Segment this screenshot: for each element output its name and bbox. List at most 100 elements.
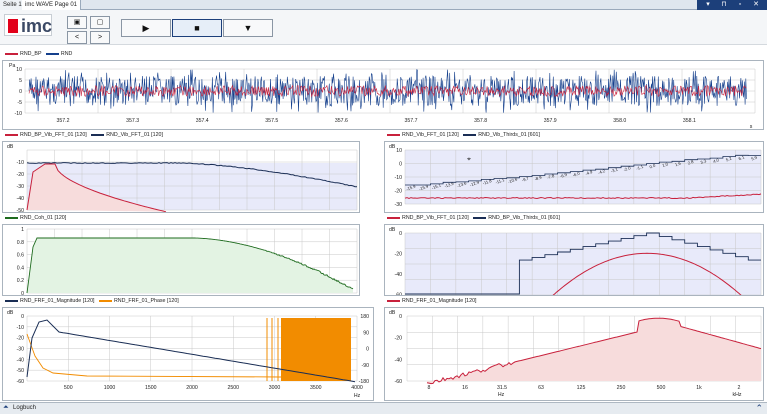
y-axis-label: dB — [389, 144, 396, 150]
window-button[interactable]: ▢ — [90, 16, 110, 29]
tab-wave-page[interactable]: imc WAVE Page 01 — [22, 0, 82, 10]
thirds-value-label: 2.8 — [687, 159, 695, 166]
thirds-value-label: 4.0 — [712, 157, 720, 164]
legend-p6: RND_FRF_01_Magnitude [120] RND_FRF_01_Ph… — [2, 297, 179, 306]
logbook-label[interactable]: Logbuch — [13, 405, 37, 411]
tick-label: -180 — [359, 379, 369, 385]
bp-thirds-chart[interactable]: dB0 -20 -40 -60 — [385, 225, 763, 299]
tick-label: 8 — [428, 385, 431, 391]
legend-p4: RND_Coh_01 [120] — [2, 214, 66, 223]
tick-label: 63 — [538, 385, 544, 391]
tick-label: 125 — [577, 385, 586, 391]
tick-label: 250 — [617, 385, 626, 391]
legend-item: RND_BP_Vib_FFT_01 [120] — [402, 215, 469, 221]
legend-p5: RND_BP_Vib_FFT_01 [120] RND_BP_Vib_Third… — [384, 214, 560, 223]
tick-label: 0.8 — [17, 240, 24, 246]
y-axis-label: dB — [389, 227, 396, 233]
tick-label: 180 — [360, 314, 369, 320]
tick-label: 2500 — [227, 385, 239, 391]
tick-label: 2000 — [186, 385, 198, 391]
dropdown-icon[interactable]: ▾ — [706, 1, 710, 8]
phase-fill — [281, 318, 351, 381]
thirds-value-label: 0.0 — [649, 163, 657, 170]
thirds-value-label: -13.9 — [444, 181, 455, 189]
tick-label: -60 — [395, 379, 403, 385]
tick-label: -20 — [395, 336, 403, 342]
tick-label: 357.8 — [474, 118, 487, 124]
tick-label: -20 — [17, 336, 25, 342]
cursor-icon: ⌖ — [467, 156, 471, 163]
thirds-value-label: -8.9 — [534, 174, 543, 181]
close-icon[interactable]: ✕ — [753, 1, 759, 8]
frf-panel: dB 0 -10 -20 -30 -40 -50 -60 180 90 0 -90 -180 500 100… — [2, 307, 374, 401]
tick-label: 357.5 — [265, 118, 278, 124]
restore-icon[interactable]: ▫ — [738, 1, 742, 8]
logbook-icon[interactable]: ⏶ — [3, 404, 9, 411]
thirds-value-label: -12.9 — [469, 179, 480, 187]
frf-chart[interactable]: dB 0 -10 -20 -30 -40 -50 -60 180 90 0 -90 -180 500 100… — [3, 308, 373, 400]
tick-label: -60 — [395, 293, 403, 296]
tick-label: -30 — [17, 347, 25, 353]
back-button[interactable]: < — [67, 31, 87, 44]
y-axis-label: dB — [7, 310, 14, 316]
coherence-chart[interactable]: 1 0.8 0.6 0.4 0.2 0 — [3, 225, 359, 297]
series-rnd-bp — [28, 84, 747, 98]
save-layout-button[interactable]: ▣ — [67, 16, 87, 29]
tick-label: 0.6 — [17, 253, 24, 259]
coherence-panel: 1 0.8 0.6 0.4 0.2 0 — [2, 224, 360, 297]
fft-chart[interactable]: dB -10 -20 -30 -40 -50 — [3, 142, 359, 214]
play-button[interactable]: ▶ — [121, 19, 171, 37]
window-controls: ▾ ⊓ ▫ ✕ — [697, 0, 767, 10]
tick-label: 0.4 — [17, 265, 24, 271]
fft-panel: dB -10 -20 -30 -40 -50 — [2, 141, 360, 214]
tick-label: -50 — [17, 208, 25, 212]
series-magnitude — [26, 319, 356, 383]
thirds-value-label: -9.7 — [521, 175, 530, 182]
legend-item: RND_FRF_01_Phase [120] — [113, 298, 179, 304]
imc-logo: imc — [4, 14, 52, 36]
x-axis-unit: Hz — [498, 392, 505, 398]
series-coherence — [26, 237, 354, 294]
thirds-value-label: -10.6 — [507, 176, 518, 184]
logo-text: imc — [21, 16, 53, 36]
tick-label: 357.4 — [196, 118, 209, 124]
thirds-value-label: -3.1 — [610, 166, 619, 173]
forward-button[interactable]: > — [90, 31, 110, 44]
tick-label: 0 — [399, 231, 402, 237]
thirds-value-label: -11.8 — [482, 178, 493, 186]
legend-item: RND_Vib_FFT_01 [120] — [106, 132, 163, 138]
logo-mark — [8, 19, 18, 33]
status-bar: ⏶ Logbuch ⌃ — [0, 402, 767, 414]
tick-label: 357.9 — [544, 118, 557, 124]
pin-icon[interactable]: ⊓ — [721, 1, 727, 8]
time-signal-panel: Pa 10 5 0 -5 -10 357.2 357.3 357.4 357.5 357.6 357.… — [2, 60, 764, 130]
series-bp-thirds — [405, 232, 761, 295]
legend-item: RND_BP_Vib_FFT_01 [120] — [20, 132, 87, 138]
y-axis-label: dB — [7, 144, 14, 150]
thirds-value-label: -7.8 — [546, 173, 555, 180]
expand-icon[interactable]: ⌃ — [755, 403, 763, 413]
thirds-value-label: 1.0 — [662, 161, 670, 168]
tick-label: 10 — [396, 148, 402, 154]
stop-button[interactable]: ■ — [172, 19, 222, 37]
frf-log-chart[interactable]: dB0 -20 -40 -60 8 16 31.5 63 125 250 500 1k 2 Hz kHz — [385, 308, 763, 400]
legend-item: RND_BP_Vib_Thirds_01 [601] — [488, 215, 560, 221]
options-dropdown-button[interactable]: ▼ — [223, 19, 273, 37]
tick-label: -20 — [17, 172, 25, 178]
tick-label: 5 — [19, 78, 22, 84]
legend-item: RND_FRF_01_Magnitude [120] — [402, 298, 477, 304]
thirds-value-label: -2.0 — [623, 165, 632, 172]
legend-p7: RND_FRF_01_Magnitude [120] — [384, 297, 477, 306]
area-fill — [27, 164, 166, 212]
legend-rnd: RND — [60, 51, 73, 57]
legend-item: RND_Vib_Thirds_01 [601] — [478, 132, 540, 138]
tick-label: 1000 — [104, 385, 116, 391]
legend-p1: RND_BP RND — [2, 50, 72, 59]
y-axis-label: dB — [389, 310, 396, 316]
toolbar — [0, 10, 767, 45]
legend-item: RND_Coh_01 [120] — [20, 215, 67, 221]
thirds-value-label: -6.0 — [572, 170, 581, 177]
legend-p3: RND_Vib_FFT_01 [120] RND_Vib_Thirds_01 [… — [384, 131, 540, 140]
